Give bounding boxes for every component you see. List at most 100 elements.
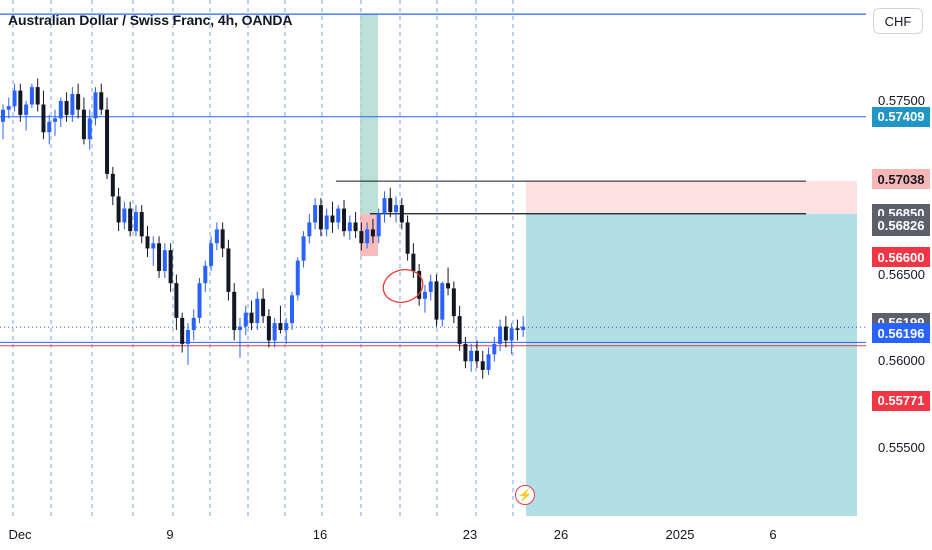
candle-body-12 — [70, 94, 75, 115]
candle-body-62 — [359, 231, 364, 244]
candle-body-10 — [58, 101, 63, 119]
candle-body-37 — [214, 229, 219, 244]
candle-body-68 — [394, 205, 399, 213]
candle-body-30 — [174, 283, 179, 318]
candle-body-41 — [237, 326, 242, 331]
candle-body-11 — [64, 101, 69, 115]
candle-body-29 — [168, 250, 173, 284]
candle-body-78 — [451, 288, 456, 317]
candle-body-77 — [446, 283, 451, 289]
lightning-icon[interactable]: ⚡ — [515, 485, 535, 505]
candle-body-3 — [18, 90, 23, 115]
candle-body-0 — [1, 109, 5, 122]
candle-body-60 — [347, 222, 352, 232]
candle-body-15 — [87, 118, 92, 140]
price-tick-3: 0.55500 — [878, 440, 925, 455]
candle-body-9 — [53, 118, 58, 122]
candle-body-84 — [486, 354, 491, 370]
candle-body-66 — [382, 198, 387, 214]
candle-body-20 — [116, 196, 121, 223]
price-tick-0: 0.57500 — [878, 93, 925, 108]
time-label-0: Dec — [8, 527, 32, 542]
time-label-4: 26 — [553, 527, 569, 542]
candle-body-17 — [99, 92, 104, 110]
candle-body-35 — [203, 265, 208, 284]
highlight-band — [360, 14, 378, 214]
candle-body-59 — [342, 208, 347, 232]
currency-button[interactable]: CHF — [873, 8, 923, 34]
time-label-5: 2025 — [665, 527, 695, 542]
candle-body-80 — [463, 343, 468, 362]
candle-body-52 — [301, 236, 306, 261]
candle-body-8 — [47, 121, 52, 133]
candle-body-51 — [295, 260, 300, 296]
time-label-1: 9 — [166, 527, 174, 542]
candle-body-21 — [122, 208, 127, 223]
time-label-6: 6 — [769, 527, 777, 542]
candle-body-46 — [266, 316, 271, 341]
candle-body-34 — [197, 283, 202, 318]
price-tick-2: 0.56000 — [878, 353, 925, 369]
candle-body-22 — [128, 208, 133, 232]
candle-body-64 — [370, 229, 375, 237]
candle-body-71 — [411, 253, 416, 272]
candle-body-50 — [290, 295, 294, 324]
candle-body-33 — [191, 317, 196, 331]
candle-body-70 — [405, 222, 410, 254]
candle-body-85 — [492, 343, 497, 355]
annotation-circle — [382, 269, 424, 303]
take-profit-zone — [526, 213, 857, 516]
candle-body-23 — [133, 212, 138, 232]
price-tick-1: 0.56500 — [878, 266, 925, 282]
candle-body-16 — [93, 92, 98, 119]
candle-body-69 — [399, 205, 404, 223]
price-label-4: 0.56600 — [872, 247, 930, 268]
candle-body-43 — [249, 312, 254, 324]
candle-body-47 — [272, 323, 277, 341]
candle-body-87 — [503, 326, 508, 341]
candle-body-57 — [330, 215, 335, 223]
candle-body-1 — [6, 106, 11, 110]
candle-body-63 — [365, 229, 370, 244]
candle-body-55 — [318, 205, 323, 230]
candle-body-61 — [353, 222, 358, 232]
candle-body-5 — [29, 87, 34, 105]
candle-body-18 — [105, 109, 110, 174]
candle-body-86 — [498, 326, 503, 344]
candle-body-73 — [422, 291, 427, 299]
candle-body-36 — [209, 243, 214, 266]
candle-body-26 — [151, 243, 156, 249]
candle-body-13 — [76, 94, 81, 110]
candle-body-74 — [428, 281, 433, 292]
time-label-3: 23 — [462, 527, 478, 542]
price-label-3: 0.56826 — [872, 215, 930, 236]
price-label-1: 0.57038 — [872, 169, 930, 190]
candle-body-49 — [284, 323, 289, 331]
candle-body-40 — [232, 291, 237, 331]
candle-body-65 — [376, 213, 381, 237]
price-label-7: 0.55771 — [872, 390, 930, 411]
candle-body-44 — [255, 298, 260, 324]
candle-body-67 — [388, 198, 393, 213]
candle-body-19 — [110, 173, 115, 197]
price-label-6: 0.56196 — [872, 323, 930, 344]
candle-body-42 — [243, 312, 248, 327]
candle-body-83 — [480, 361, 485, 370]
candle-body-2 — [12, 90, 17, 107]
candle-body-56 — [324, 215, 329, 230]
price-label-0: 0.57409 — [872, 106, 930, 127]
candle-body-25 — [145, 236, 150, 249]
candle-body-27 — [157, 243, 162, 272]
candle-body-58 — [336, 208, 341, 223]
candle-body-88 — [509, 328, 514, 341]
stop-loss-zone — [526, 181, 857, 214]
candle-body-79 — [457, 316, 462, 344]
candle-body-90 — [521, 326, 526, 331]
candle-body-76 — [440, 283, 445, 320]
candle-body-7 — [41, 104, 46, 133]
candle-body-89 — [515, 328, 520, 331]
candle-body-6 — [35, 87, 40, 105]
candle-body-14 — [81, 109, 86, 140]
